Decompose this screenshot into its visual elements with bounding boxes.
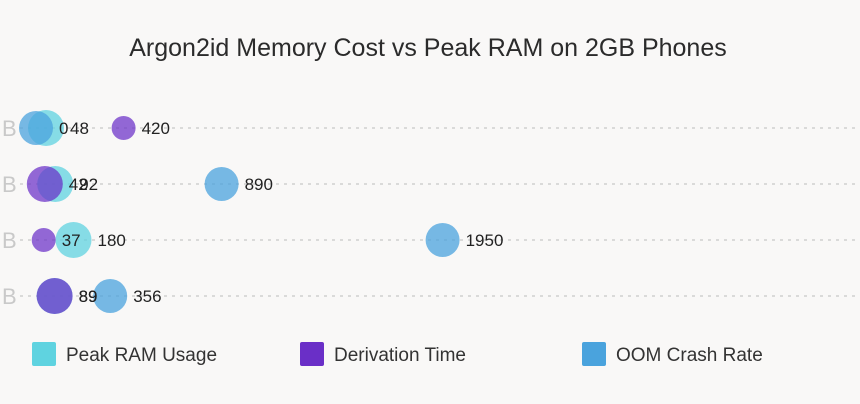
point-derivation-time-0[interactable]: [111, 116, 136, 140]
category-tick-1: B: [2, 172, 17, 197]
legend-swatch-0: [32, 342, 56, 366]
point-derivation-time-1[interactable]: [26, 166, 63, 202]
point-derivation-time-2[interactable]: [31, 228, 56, 252]
data-label-2-3: 356: [133, 287, 161, 306]
point-oom-crash-rate-1[interactable]: [204, 167, 239, 201]
legend-swatch-2: [582, 342, 606, 366]
point-peak-ram-usage-2[interactable]: [55, 222, 92, 258]
category-tick-2: B: [2, 228, 17, 253]
category-ticks: B B B B: [2, 116, 17, 309]
category-tick-0: B: [2, 116, 17, 141]
legend-label-1: Derivation Time: [334, 345, 466, 366]
data-label-0-0: 48: [70, 119, 89, 138]
data-label-2-2: 1950: [466, 231, 504, 250]
data-label-2-1: 890: [245, 175, 273, 194]
legend[interactable]: Peak RAM Usage Derivation Time OOM Crash R…: [32, 342, 763, 366]
legend-item-1[interactable]: Derivation Time: [300, 342, 466, 366]
legend-item-2[interactable]: OOM Crash Rate: [582, 342, 763, 366]
data-label-1-1: 42: [69, 175, 88, 194]
legend-swatch-1: [300, 342, 324, 366]
chart-title: Argon2id Memory Cost vs Peak RAM on 2GB …: [129, 34, 727, 62]
data-label-1-3: 89: [79, 287, 98, 306]
data-label-0-1: 92: [79, 175, 98, 194]
data-label-1-0: 420: [142, 119, 170, 138]
category-tick-3: B: [2, 284, 17, 309]
data-label-1-2: 37: [62, 231, 81, 250]
grid: [20, 127, 860, 297]
point-oom-crash-rate-2[interactable]: [425, 223, 460, 257]
data-points: [19, 110, 460, 314]
legend-label-2: OOM Crash Rate: [616, 345, 763, 366]
data-label-0-2: 180: [98, 231, 126, 250]
point-oom-crash-rate-0[interactable]: [19, 111, 53, 145]
point-derivation-time-3[interactable]: [36, 278, 73, 314]
data-label-2-0: 0: [59, 119, 68, 138]
point-oom-crash-rate-3[interactable]: [93, 279, 128, 313]
data-label-0-3: 89: [79, 287, 98, 306]
legend-item-0[interactable]: Peak RAM Usage: [32, 342, 217, 366]
legend-label-0: Peak RAM Usage: [66, 345, 217, 366]
